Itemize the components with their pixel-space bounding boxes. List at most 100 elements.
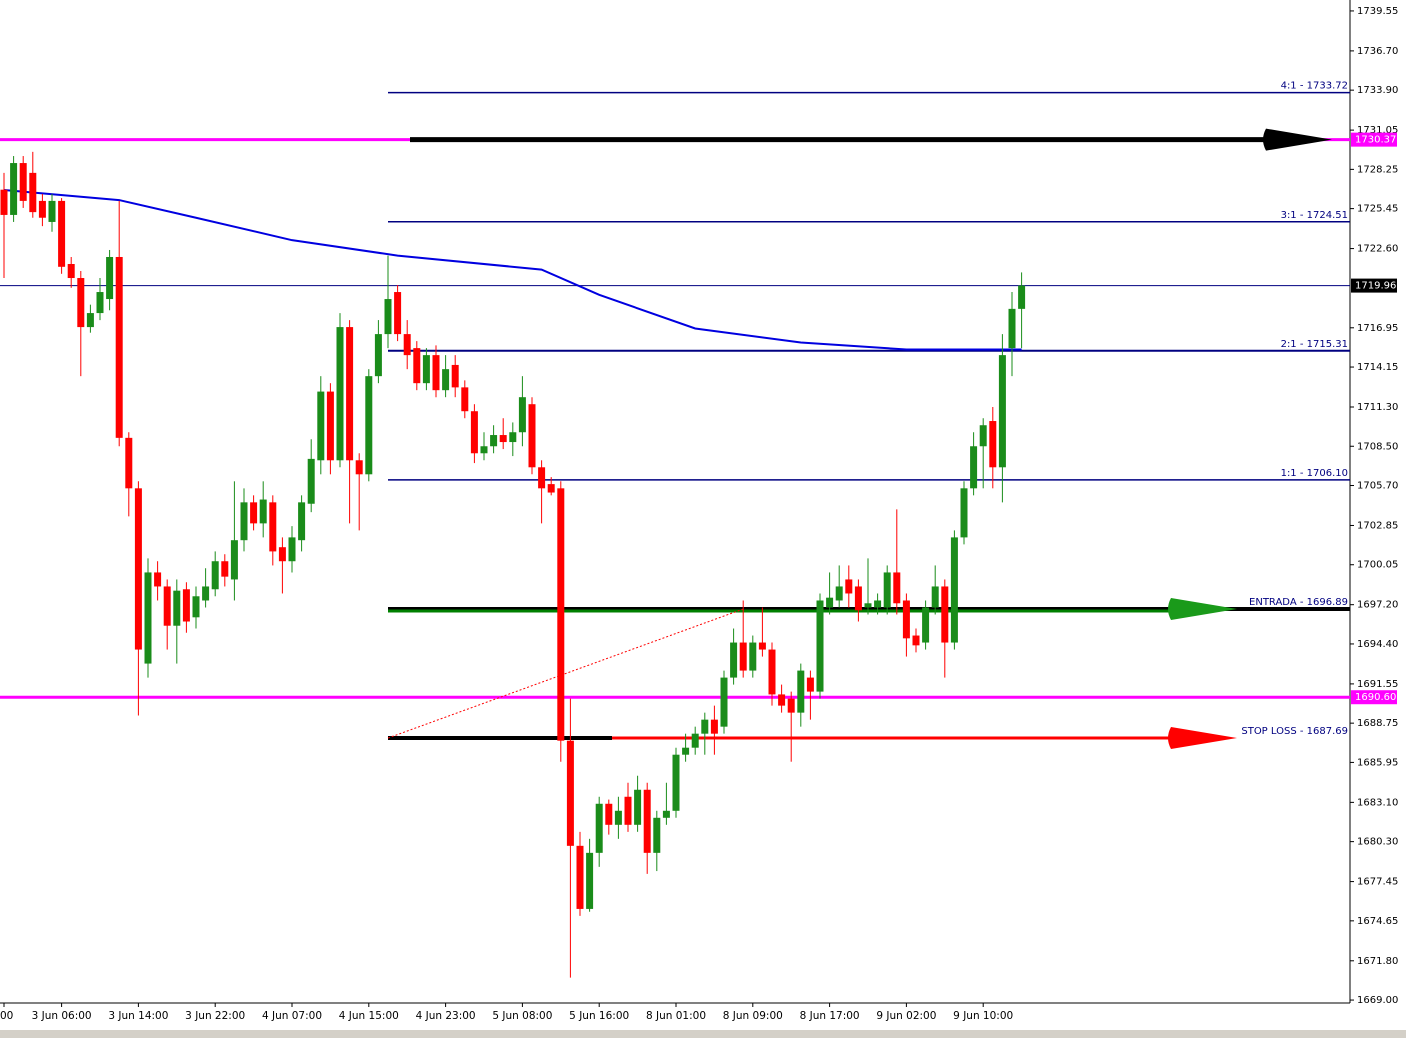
candle-body [758, 642, 766, 650]
candle-body [288, 537, 296, 562]
candle-body [202, 586, 210, 601]
arrow-head [1168, 727, 1237, 750]
trend-line [387, 608, 744, 739]
candle-body [701, 719, 709, 734]
price-box [1351, 132, 1397, 147]
candle-body [634, 789, 642, 825]
y-tick-label: 1705.70 [1357, 481, 1398, 492]
candle-body [864, 603, 872, 608]
candle-body [874, 600, 882, 608]
y-tick-label: 1733.90 [1357, 85, 1398, 96]
y-tick-label: 1674.65 [1357, 916, 1398, 927]
candle-body [710, 719, 718, 734]
candle-body [115, 256, 123, 438]
candle-body [422, 355, 430, 384]
candle-body [816, 600, 824, 692]
candle-body [509, 432, 517, 443]
candle-body [413, 348, 421, 384]
candle-body [470, 411, 478, 454]
status-strip [0, 1030, 1406, 1038]
candle-body [739, 642, 747, 671]
x-tick-label: 4 Jun 07:00 [262, 1010, 322, 1022]
candle-body [662, 810, 670, 818]
candle-body [538, 467, 546, 489]
y-tick-label: 1739.55 [1357, 6, 1398, 17]
candle-body [451, 364, 459, 388]
y-tick-label: 1711.30 [1357, 402, 1398, 413]
candle-body [10, 163, 18, 215]
x-tick-label: 3 Jun 06:00 [32, 1010, 92, 1022]
candle-body [922, 607, 930, 643]
candle-body [902, 600, 910, 639]
candle-body [125, 437, 133, 489]
candle-body [576, 845, 584, 909]
candle-body [403, 334, 411, 356]
candle-body [730, 642, 738, 678]
y-tick-label: 1722.60 [1357, 244, 1398, 255]
candle-body [845, 579, 853, 594]
x-tick-label: 3 Jun 14:00 [108, 1010, 168, 1022]
candle-body [211, 561, 219, 590]
candle-body [970, 446, 978, 489]
candle-body [1008, 308, 1016, 349]
y-tick-label: 1731.05 [1357, 125, 1398, 136]
y-tick-label: 1669.00 [1357, 995, 1398, 1006]
candle-body [835, 586, 843, 601]
candle-body [768, 649, 776, 695]
candle-body [826, 597, 834, 608]
candle-body [154, 572, 162, 587]
candle-body [221, 561, 229, 577]
candle-body [269, 502, 277, 552]
x-tick-label: 3 Jun 22:00 [185, 1010, 245, 1022]
y-tick-label: 1697.20 [1357, 600, 1398, 611]
candle-body [432, 355, 440, 391]
y-tick-label: 1694.40 [1357, 639, 1398, 650]
y-tick-label: 1716.95 [1357, 323, 1398, 334]
candle-body [950, 537, 958, 643]
candle-body [77, 278, 85, 328]
candle-body [326, 391, 334, 461]
candle-body [998, 355, 1006, 468]
y-tick-label: 1677.45 [1357, 877, 1398, 888]
candle-body [192, 596, 200, 618]
candle-body [48, 200, 56, 222]
level-label: 1:1 - 1706.10 [1281, 468, 1348, 479]
y-tick-label: 1702.85 [1357, 520, 1398, 531]
level-label: 4:1 - 1733.72 [1281, 81, 1348, 92]
y-tick-label: 1688.75 [1357, 718, 1398, 729]
price-box-label: 1690.60 [1355, 692, 1396, 703]
candle-body [298, 502, 306, 541]
candle-body [394, 292, 402, 335]
candle-body [787, 698, 795, 713]
candle-body [749, 642, 757, 671]
candle-body [797, 670, 805, 713]
arrow-head [1263, 128, 1332, 151]
level-label: ENTRADA - 1696.89 [1249, 597, 1348, 608]
candle-body [979, 425, 987, 447]
y-tick-label: 1680.30 [1357, 837, 1398, 848]
x-tick-label: 5 Jun 08:00 [492, 1010, 552, 1022]
candle-body [490, 435, 498, 447]
candle-body [528, 404, 536, 468]
x-tick-label: 4 Jun 23:00 [416, 1010, 476, 1022]
candle-body [86, 313, 94, 328]
candle-body [0, 189, 8, 215]
candle-body [1018, 285, 1026, 309]
level-label: 3:1 - 1724.51 [1281, 210, 1348, 221]
candle-body [595, 803, 603, 853]
y-tick-label: 1714.15 [1357, 362, 1398, 373]
candle-body [461, 387, 469, 412]
candle-body [931, 586, 939, 608]
candle-body [307, 458, 315, 504]
candle-body [806, 677, 814, 692]
candle-body [384, 299, 392, 335]
candle-body [720, 677, 728, 727]
candle-body [960, 488, 968, 538]
x-tick-label: 5 Jun 16:00 [569, 1010, 629, 1022]
y-tick-label: 1683.10 [1357, 797, 1398, 808]
candle-body [557, 488, 565, 741]
candle-body [67, 263, 75, 279]
candle-body [106, 256, 114, 300]
candle-body [854, 586, 862, 611]
